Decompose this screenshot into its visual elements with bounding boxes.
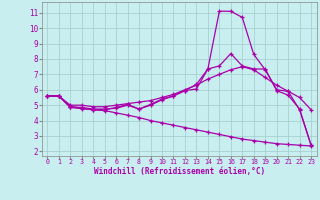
X-axis label: Windchill (Refroidissement éolien,°C): Windchill (Refroidissement éolien,°C) (94, 167, 265, 176)
